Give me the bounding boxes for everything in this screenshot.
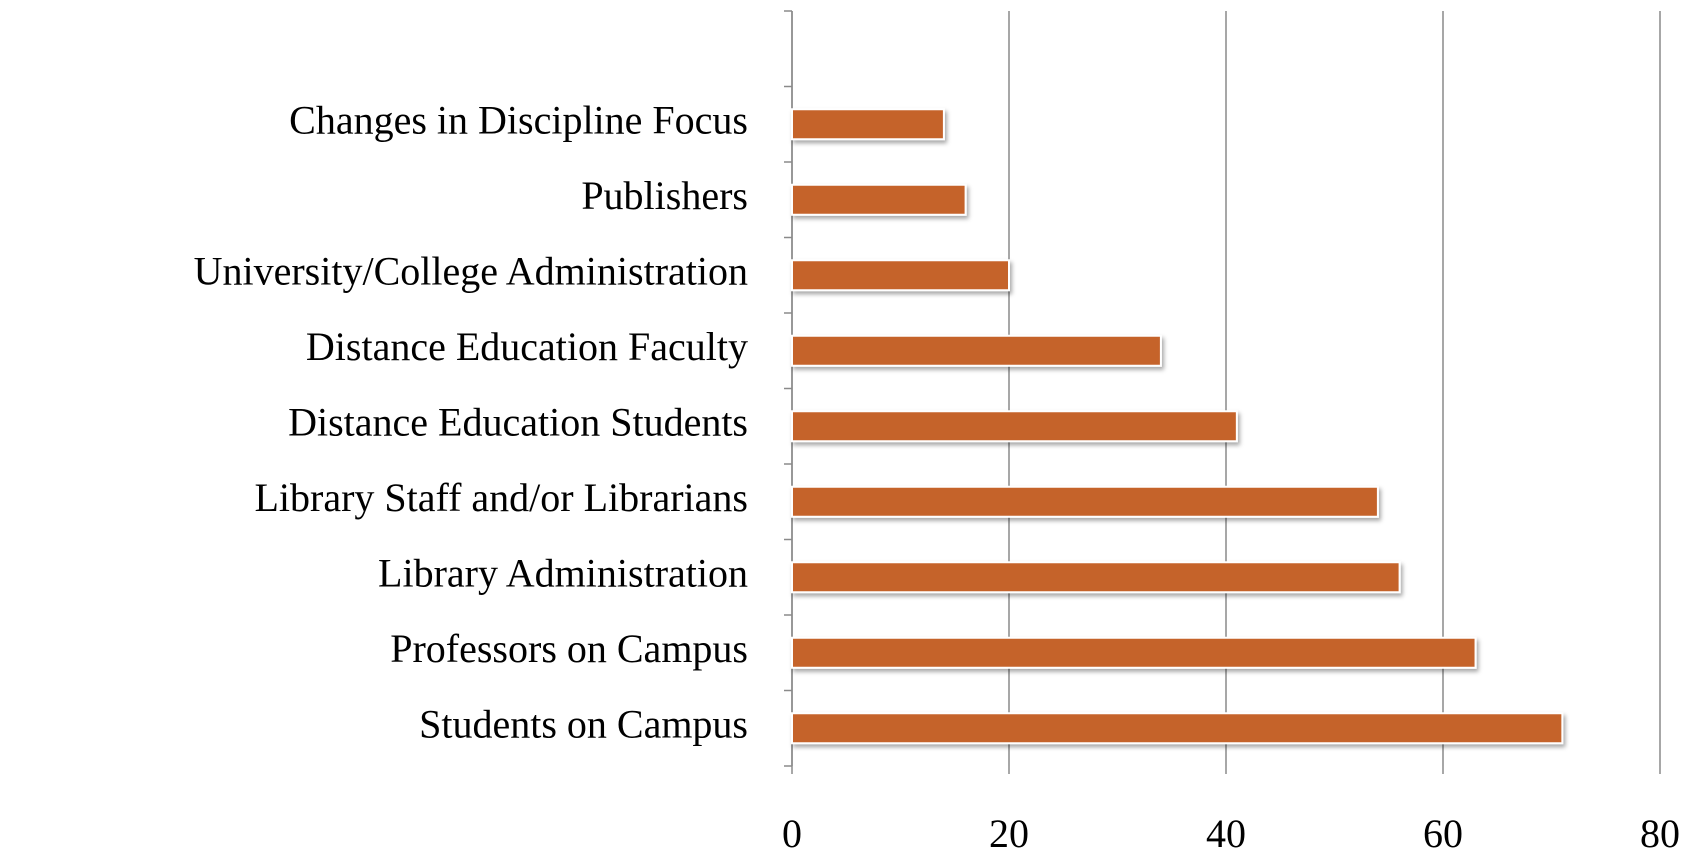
bar bbox=[791, 410, 1238, 443]
y-tick-label: Library Staff and/or Librarians bbox=[254, 475, 748, 520]
bar bbox=[791, 636, 1477, 669]
x-tick-label: 60 bbox=[1423, 811, 1463, 856]
bar bbox=[791, 108, 945, 141]
y-tick-label: University/College Administration bbox=[194, 248, 748, 293]
y-tick-label: Changes in Discipline Focus bbox=[289, 97, 748, 142]
x-tick-label: 20 bbox=[989, 811, 1029, 856]
y-tick-label: Library Administration bbox=[378, 550, 748, 595]
bar bbox=[791, 561, 1401, 594]
bar bbox=[791, 712, 1564, 745]
x-tick-label: 80 bbox=[1640, 811, 1680, 856]
y-tick-label: Students on Campus bbox=[419, 701, 748, 746]
y-tick-label: Distance Education Students bbox=[288, 399, 748, 444]
y-tick-label: Distance Education Faculty bbox=[306, 324, 748, 369]
x-tick-label: 0 bbox=[782, 811, 802, 856]
bar bbox=[791, 183, 967, 216]
y-tick-label: Publishers bbox=[581, 173, 748, 218]
bar bbox=[791, 485, 1379, 518]
y-tick-label: Professors on Campus bbox=[390, 626, 748, 671]
bar bbox=[791, 259, 1010, 292]
bar bbox=[791, 334, 1162, 367]
x-tick-label: 40 bbox=[1206, 811, 1246, 856]
